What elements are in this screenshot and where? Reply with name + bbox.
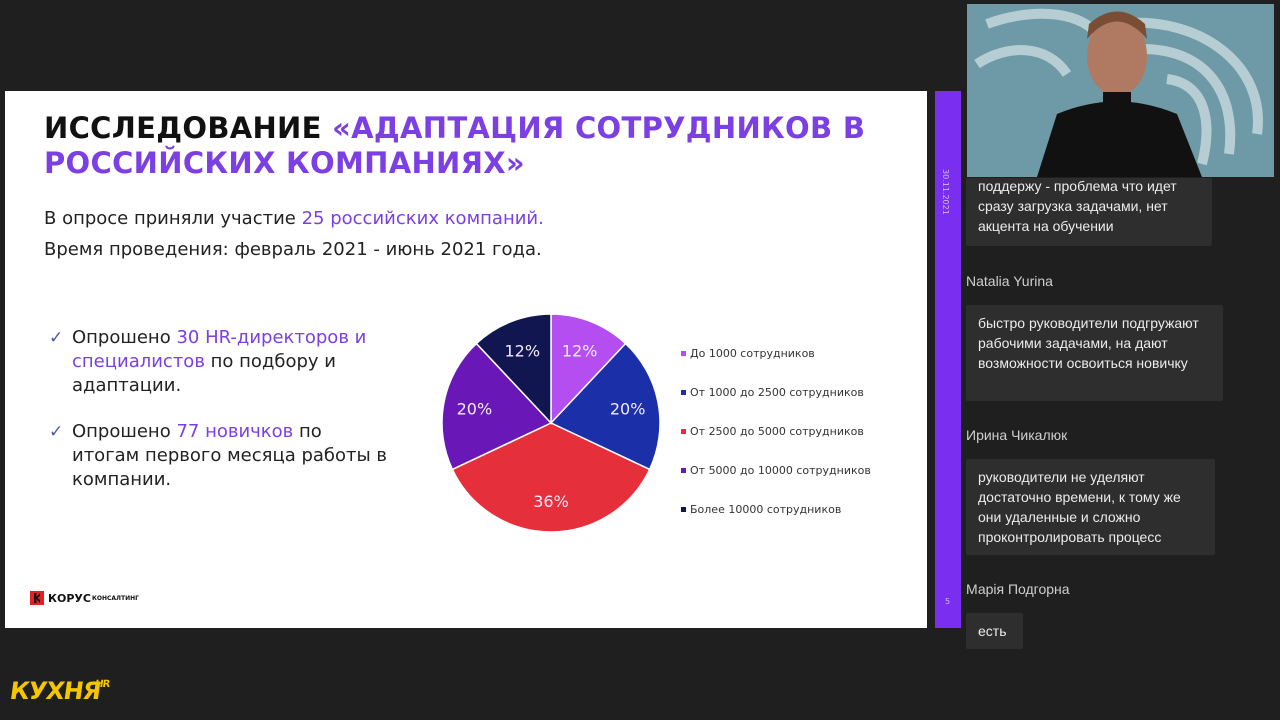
pie-slice-label: 20%	[457, 399, 493, 418]
legend-label: До 1000 сотрудников	[690, 347, 815, 360]
slide-title: ИССЛЕДОВАНИЕ «АДАПТАЦИЯ СОТРУДНИКОВ В РО…	[44, 111, 866, 180]
legend-item: Более 10000 сотрудников	[681, 490, 871, 529]
legend-swatch	[681, 468, 686, 473]
chat-author: Марія Подгорна	[966, 581, 1070, 597]
intro-line-2: Время проведения: февраль 2021 - июнь 20…	[44, 239, 542, 260]
legend-swatch	[681, 507, 686, 512]
pie-slice	[550, 313, 627, 425]
legend-label: От 1000 до 2500 сотрудников	[690, 386, 864, 399]
legend-item: От 5000 до 10000 сотрудников	[681, 451, 871, 490]
chart-legend: До 1000 сотрудников От 1000 до 2500 сотру…	[681, 334, 871, 529]
survey-intro: В опросе приняли участие 25 российских к…	[44, 203, 544, 265]
legend-swatch	[681, 390, 686, 395]
legend-item: От 2500 до 5000 сотрудников	[681, 412, 871, 451]
checkmark-icon: ✓	[49, 422, 64, 442]
korus-logo-icon	[30, 591, 44, 605]
chat-message: руководители не уделяют достаточно време…	[966, 459, 1215, 555]
check-item-hr: ✓ Опрошено 30 HR-директоров и специалист…	[49, 327, 367, 396]
chat-message: поддержу - проблема что идет сразу загру…	[966, 178, 1212, 246]
pie-chart: 12% 20% 36% 20% 12%	[441, 313, 661, 533]
kuhnya-hr-logo: КУХНЯHR	[8, 677, 110, 705]
intro-line-1: В опросе приняли участие 25 российских к…	[44, 208, 544, 229]
check-item-newcomers: ✓ Опрошено 77 новичков по итогам первого…	[49, 421, 388, 490]
pie-slice-label: 36%	[533, 492, 569, 511]
chat-message: быстро руководители подгружают рабочими …	[966, 305, 1223, 401]
chat-author: Ирина Чикалюк	[966, 427, 1068, 443]
pie-slice	[451, 422, 651, 533]
pie-slice	[549, 342, 661, 471]
speaker-webcam	[967, 4, 1274, 177]
chat-message: есть	[966, 613, 1023, 649]
pie-slice	[475, 313, 552, 425]
legend-item: От 1000 до 2500 сотрудников	[681, 373, 871, 412]
pie-slice-label: 12%	[562, 341, 598, 360]
slide-title-accent: «АДАПТАЦИЯ СОТРУДНИКОВ В РОССИЙСКИХ КОМП…	[44, 111, 866, 180]
korus-logo: КОРУС КОНСАЛТИНГ	[30, 591, 139, 605]
pie-slice	[441, 342, 553, 471]
pie-slice-label: 12%	[505, 341, 541, 360]
slide-side-strip: 30.11.2021 5	[935, 91, 961, 628]
chat-panel[interactable]: поддержу - проблема что идет сразу загру…	[966, 178, 1280, 658]
legend-label: От 5000 до 10000 сотрудников	[690, 464, 871, 477]
speaker-video-frame	[967, 4, 1274, 177]
legend-swatch	[681, 351, 686, 356]
legend-label: От 2500 до 5000 сотрудников	[690, 425, 864, 438]
presentation-slide: ИССЛЕДОВАНИЕ «АДАПТАЦИЯ СОТРУДНИКОВ В РО…	[5, 91, 927, 628]
chat-author: Natalia Yurina	[966, 273, 1053, 289]
pie-slice-label: 20%	[610, 399, 646, 418]
survey-checklist: ✓ Опрошено 30 HR-директоров и специалист…	[49, 326, 389, 514]
slide-page-number: 5	[945, 597, 951, 606]
slide-date: 30.11.2021	[941, 169, 950, 215]
legend-item: До 1000 сотрудников	[681, 334, 871, 373]
legend-label: Более 10000 сотрудников	[690, 503, 842, 516]
legend-swatch	[681, 429, 686, 434]
checkmark-icon: ✓	[49, 328, 64, 348]
